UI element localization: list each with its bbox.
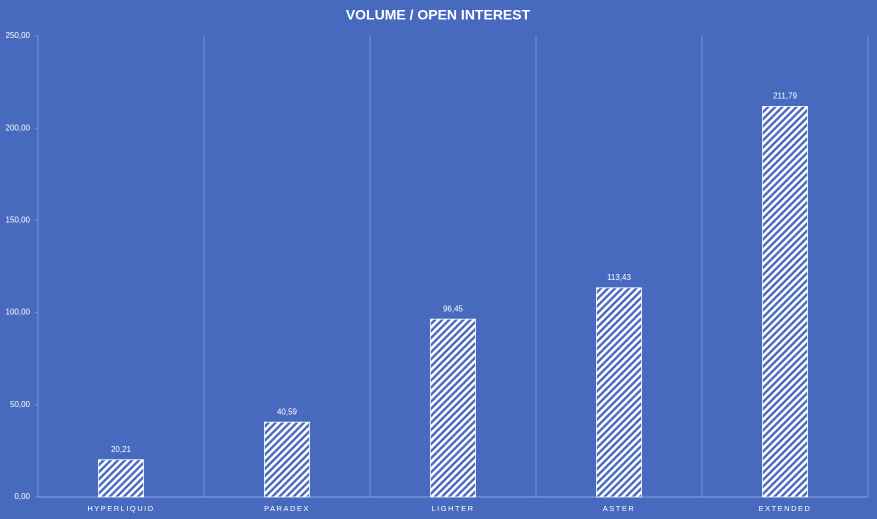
bar xyxy=(762,106,808,498)
value-label: 96,45 xyxy=(443,304,464,313)
value-label: 40,59 xyxy=(277,407,298,416)
x-tick-label: ASTER xyxy=(603,504,636,513)
value-label: 20,21 xyxy=(111,445,132,454)
y-tick-label: 200,00 xyxy=(6,123,31,132)
x-tick-label: LIGHTER xyxy=(431,504,474,513)
y-tick-label: 100,00 xyxy=(6,308,31,317)
y-tick-label: 0,00 xyxy=(14,492,30,501)
bar xyxy=(264,421,310,498)
bar xyxy=(596,287,642,498)
bar xyxy=(98,459,144,498)
y-tick-label: 250,00 xyxy=(6,31,31,40)
x-tick-label: HYPERLIQUID xyxy=(87,504,154,513)
y-tick-label: 50,00 xyxy=(10,400,31,409)
bar xyxy=(430,318,476,498)
x-tick-label: PARADEX xyxy=(264,504,310,513)
y-tick-label: 150,00 xyxy=(6,216,31,225)
value-label: 113,43 xyxy=(607,273,631,282)
chart-title: VOLUME / OPEN INTEREST xyxy=(346,7,531,23)
value-label: 211,79 xyxy=(773,92,797,101)
x-tick-label: EXTENDED xyxy=(759,504,812,513)
